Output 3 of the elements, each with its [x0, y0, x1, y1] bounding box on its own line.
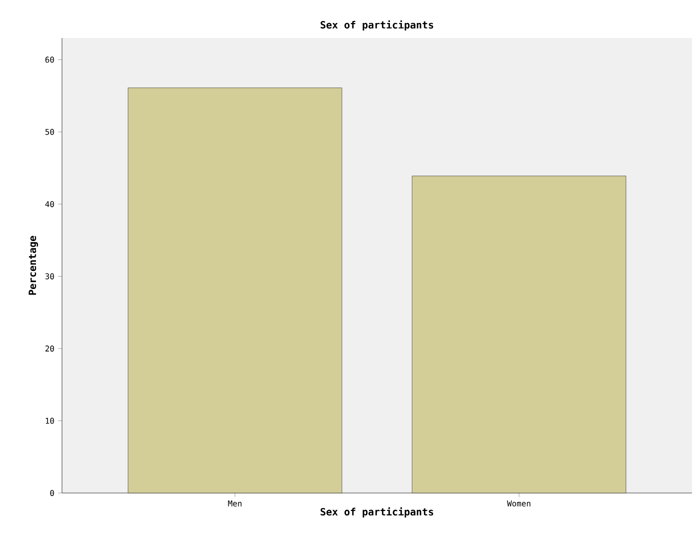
x-axis-title: Sex of participants [320, 507, 434, 518]
chart-title: Sex of participants [320, 20, 434, 31]
y-axis-title: Percentage [28, 236, 38, 295]
